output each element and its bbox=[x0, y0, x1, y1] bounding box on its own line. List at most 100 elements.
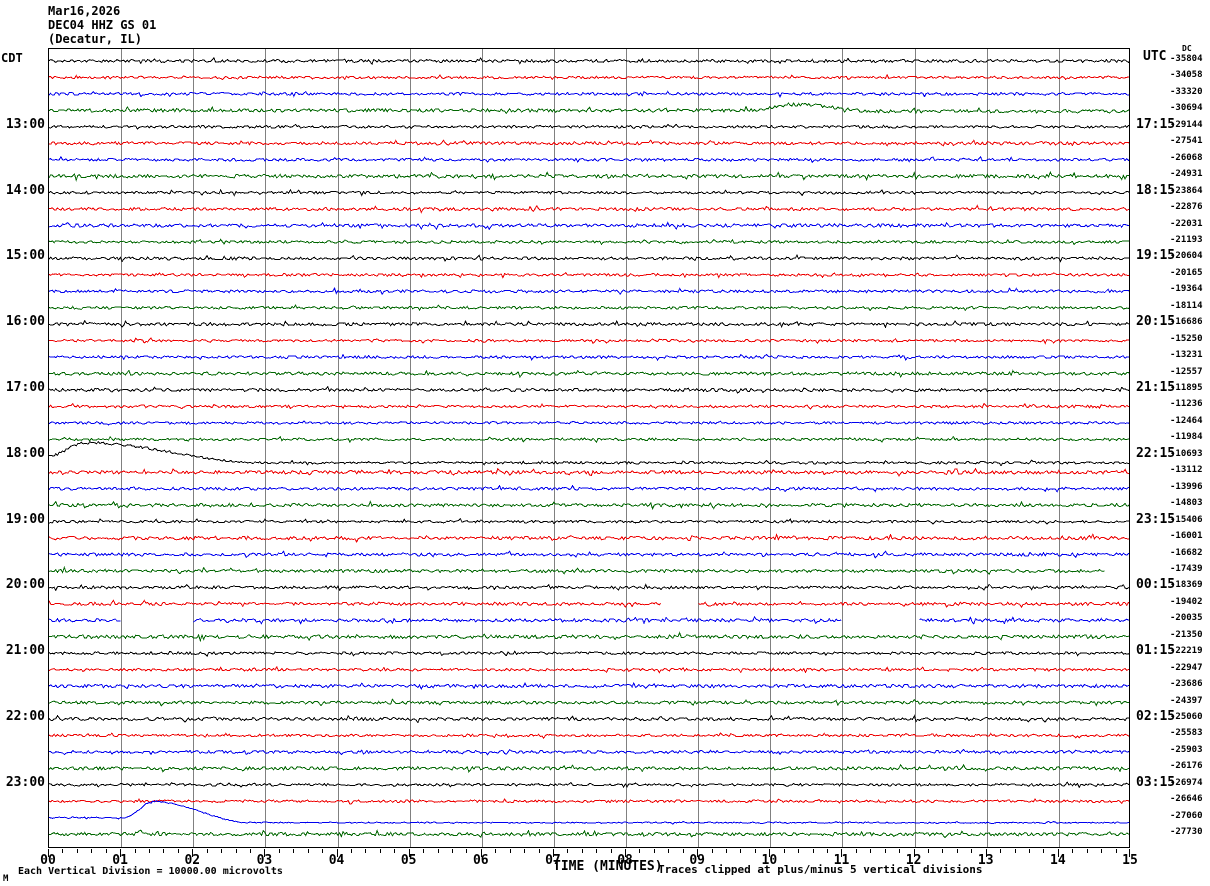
dc-offset-value: -21193 bbox=[1170, 234, 1203, 245]
x-axis-major-tick bbox=[841, 849, 842, 857]
dc-offset-value: -34058 bbox=[1170, 70, 1203, 81]
x-axis-minor-tick bbox=[539, 849, 540, 853]
x-axis-title: TIME (MINUTES) bbox=[553, 859, 663, 874]
x-axis-minor-tick bbox=[726, 849, 727, 853]
dc-offset-value: -12557 bbox=[1170, 366, 1203, 377]
x-axis-minor-tick bbox=[438, 849, 439, 853]
seismogram-trace-row-47 bbox=[49, 829, 1129, 839]
dc-offset-header: DC bbox=[1182, 44, 1192, 53]
seismogram-trace-row-30 bbox=[49, 550, 1129, 559]
left-time-label: 18:00 bbox=[5, 445, 45, 461]
x-axis-minor-tick bbox=[207, 849, 208, 853]
x-axis-major-tick bbox=[264, 849, 265, 857]
right-time-label: 17:15 bbox=[1136, 116, 1176, 132]
x-axis-tick-label: 14 bbox=[1050, 853, 1066, 868]
right-time-label: 01:15 bbox=[1136, 643, 1176, 659]
x-axis-minor-tick bbox=[221, 849, 222, 853]
dc-offset-value: -25583 bbox=[1170, 728, 1203, 739]
x-axis-major-tick bbox=[337, 849, 338, 857]
dc-offset-value: -15250 bbox=[1170, 333, 1203, 344]
x-axis-minor-tick bbox=[365, 849, 366, 853]
right-time-label: 18:15 bbox=[1136, 182, 1176, 198]
seismogram-trace-row-17 bbox=[49, 337, 1129, 345]
right-time-label: 23:15 bbox=[1136, 511, 1176, 527]
right-time-label: 21:15 bbox=[1136, 380, 1176, 395]
x-axis-minor-tick bbox=[178, 849, 179, 853]
x-axis-minor-tick bbox=[942, 849, 943, 853]
seismogram-trace-row-34 bbox=[49, 615, 1129, 625]
x-axis-minor-tick bbox=[639, 849, 640, 853]
watermark: M bbox=[3, 874, 9, 884]
right-time-label: 19:15 bbox=[1136, 248, 1176, 264]
x-axis-minor-tick bbox=[596, 849, 597, 853]
dc-offset-value: -16001 bbox=[1170, 531, 1203, 542]
x-axis-minor-tick bbox=[351, 849, 352, 853]
x-axis-minor-tick bbox=[755, 849, 756, 853]
minute-gridline bbox=[554, 49, 555, 847]
seismogram-trace-row-20 bbox=[49, 385, 1129, 394]
seismogram-trace-row-31 bbox=[49, 566, 1105, 576]
x-axis-minor-tick bbox=[582, 849, 583, 853]
seismogram-trace-row-36 bbox=[49, 650, 1129, 657]
seismogram-trace-row-5 bbox=[49, 139, 1129, 147]
dc-offset-value: -33320 bbox=[1170, 86, 1203, 97]
x-axis-minor-tick bbox=[452, 849, 453, 853]
x-axis-minor-tick bbox=[135, 849, 136, 853]
clip-note: Traces clipped at plus/minus 5 vertical … bbox=[658, 863, 983, 876]
x-axis-minor-tick bbox=[380, 849, 381, 853]
seismogram-trace-row-18 bbox=[49, 353, 1129, 362]
dc-offset-value: -11984 bbox=[1170, 432, 1203, 443]
seismogram-trace-row-29 bbox=[49, 533, 1129, 544]
x-axis-minor-tick bbox=[77, 849, 78, 853]
dc-offset-value: -25060 bbox=[1170, 712, 1203, 722]
dc-offset-value: -13112 bbox=[1170, 465, 1203, 476]
seismogram-trace-row-10 bbox=[49, 221, 1129, 231]
dc-offset-value: -15406 bbox=[1170, 514, 1203, 525]
x-axis-minor-tick bbox=[870, 849, 871, 853]
x-axis-minor-tick bbox=[971, 849, 972, 853]
dc-offset-value: -30694 bbox=[1170, 103, 1203, 114]
x-axis-major-tick bbox=[120, 849, 121, 857]
left-time-label: 14:00 bbox=[5, 182, 45, 198]
x-axis-minor-tick bbox=[279, 849, 280, 853]
dc-offset-value: -11236 bbox=[1170, 399, 1203, 410]
seismogram-trace-row-23 bbox=[49, 435, 1129, 444]
dc-offset-value: -22947 bbox=[1170, 662, 1203, 673]
seismogram-plot-area bbox=[48, 48, 1130, 848]
x-axis-minor-tick bbox=[1101, 849, 1102, 853]
left-time-label: 17:00 bbox=[5, 380, 45, 395]
x-axis-tick-label: 06 bbox=[472, 853, 489, 868]
x-axis-minor-tick bbox=[885, 849, 886, 853]
dc-offset-value: -12464 bbox=[1170, 415, 1203, 426]
left-time-label: 23:00 bbox=[5, 774, 45, 790]
seismogram-trace-row-6 bbox=[49, 155, 1129, 164]
seismogram-trace-row-24 bbox=[49, 441, 1129, 467]
dc-offset-value: -27541 bbox=[1170, 136, 1203, 147]
seismogram-trace-row-7 bbox=[49, 170, 1129, 182]
x-axis-minor-tick bbox=[236, 849, 237, 853]
x-axis-major-tick bbox=[625, 849, 626, 857]
seismogram-trace-row-9 bbox=[49, 204, 1129, 214]
x-axis-minor-tick bbox=[1072, 849, 1073, 853]
left-time-label: 16:00 bbox=[5, 314, 45, 330]
dc-offset-value: -19364 bbox=[1170, 284, 1203, 295]
x-axis-minor-tick bbox=[813, 849, 814, 853]
x-axis-minor-tick bbox=[91, 849, 92, 853]
vertical-scale-note: Each Vertical Division = 10000.00 microv… bbox=[18, 866, 283, 877]
x-axis-tick-label: 13 bbox=[977, 853, 994, 868]
dc-offset-value: -16682 bbox=[1170, 547, 1203, 558]
dc-offset-value: -22219 bbox=[1170, 646, 1203, 657]
dc-offset-value: -20035 bbox=[1170, 613, 1203, 624]
x-axis-minor-tick bbox=[1015, 849, 1016, 853]
left-time-label: 21:00 bbox=[5, 643, 45, 659]
x-axis-tick-label: 08 bbox=[617, 853, 633, 868]
x-axis-major-tick bbox=[769, 849, 770, 857]
right-time-label: 03:15 bbox=[1136, 774, 1176, 790]
right-time-label: 22:15 bbox=[1136, 445, 1176, 461]
seismogram-trace-row-40 bbox=[49, 714, 1129, 724]
x-axis-tick-label: 04 bbox=[328, 853, 345, 868]
left-time-label: 15:00 bbox=[5, 248, 45, 264]
seismogram-trace-row-15 bbox=[49, 304, 1129, 312]
right-time-label: 02:15 bbox=[1136, 709, 1176, 724]
x-axis-tick-label: 12 bbox=[905, 853, 922, 868]
